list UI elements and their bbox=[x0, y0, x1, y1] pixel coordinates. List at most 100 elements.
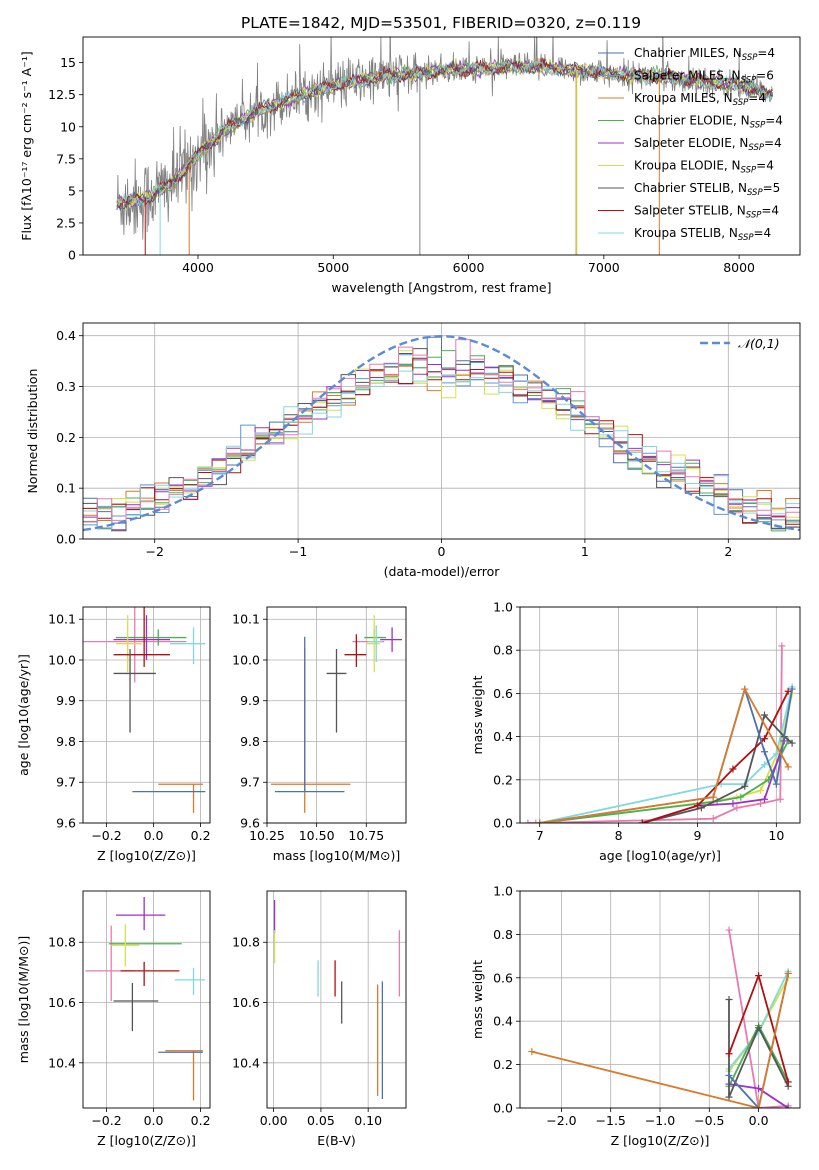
panel-weight-vs-Z: −2.0 −1.5 −1.0 −0.5 0.0 0.0 0.2 0.4 0.6 0.8 1.0 Z [… bbox=[470, 884, 801, 1148]
axes-frame bbox=[266, 890, 407, 1109]
y-tick-label: 0.0 bbox=[493, 1101, 513, 1116]
legend-entry: Chabrier ELODIE, NSSP=4 bbox=[634, 114, 783, 131]
mass-weight-marker bbox=[757, 787, 765, 795]
mass-weight-marker bbox=[788, 739, 796, 747]
y-tick-label: 0.4 bbox=[56, 328, 76, 343]
x-axis-label: age [log10(age/yr)] bbox=[599, 848, 721, 863]
mass-weight-marker bbox=[788, 685, 796, 693]
mass-weight-marker bbox=[536, 819, 544, 823]
legend-entry: Chabrier STELIB, NSSP=5 bbox=[634, 181, 780, 198]
error-bar-point bbox=[165, 1050, 203, 1101]
error-bar-point bbox=[274, 636, 345, 793]
y-axis-label: mass weight bbox=[470, 960, 485, 1039]
error-bar-point bbox=[326, 648, 347, 733]
axes-frame bbox=[266, 606, 407, 824]
y-tick-label: 10.8 bbox=[232, 935, 260, 950]
plot-area-residuals bbox=[83, 334, 800, 532]
y-tick-label: 2.5 bbox=[56, 215, 76, 230]
axes-frame bbox=[82, 36, 801, 256]
legend-entry: Salpeter ELODIE, NSSP=4 bbox=[634, 136, 782, 153]
y-tick-label: 0.2 bbox=[56, 430, 76, 445]
plot-area-age-vs-mass bbox=[270, 615, 403, 813]
error-bar-point bbox=[158, 783, 203, 813]
legend-entry: Salpeter STELIB, NSSP=4 bbox=[634, 204, 779, 221]
error-bar-point bbox=[368, 625, 383, 663]
axes-frame bbox=[82, 890, 211, 1109]
mass-weight-line bbox=[728, 929, 789, 1108]
error-bar-point bbox=[366, 615, 381, 673]
x-tick-label: 7 bbox=[536, 828, 544, 843]
x-tick-label: −2.0 bbox=[546, 1113, 576, 1128]
plot-area-spectrum bbox=[116, 37, 774, 255]
x-axis-label: wavelength [Angstrom, rest frame] bbox=[331, 280, 551, 295]
mass-weight-marker bbox=[784, 763, 792, 771]
mass-weight-marker bbox=[709, 815, 717, 823]
y-tick-label: 10 bbox=[60, 119, 76, 134]
y-tick-label: 9.8 bbox=[56, 734, 76, 749]
mass-weight-marker bbox=[741, 782, 749, 790]
y-tick-label: 15 bbox=[60, 55, 76, 70]
y-axis-label: mass weight bbox=[470, 675, 485, 754]
mass-weight-marker bbox=[638, 819, 646, 823]
error-bar-point bbox=[380, 627, 403, 652]
mass-weight-marker bbox=[755, 1104, 763, 1108]
panel-mass-vs-EBV: 0.00 0.05 0.10 10.4 10.6 10.8 E(B-V) bbox=[232, 890, 407, 1148]
mass-weight-marker bbox=[725, 996, 733, 1003]
y-tick-label: 10.1 bbox=[232, 612, 260, 627]
y-tick-label: 9.9 bbox=[56, 693, 76, 708]
mass-weight-marker bbox=[776, 795, 784, 803]
y-tick-label: 0.2 bbox=[493, 772, 513, 787]
mass-weight-marker bbox=[761, 748, 769, 756]
mass-weight-marker bbox=[528, 1048, 536, 1056]
mass-weight-marker bbox=[772, 780, 780, 788]
axes-frame bbox=[82, 322, 801, 540]
panel-residuals: −2 −1 0 1 2 0.0 0.1 0.2 0.3 0.4 𝒩(0,1) (data-model)… bbox=[25, 322, 801, 579]
x-tick-label: 10.25 bbox=[249, 828, 285, 843]
mass-weight-marker bbox=[755, 972, 763, 980]
y-tick-label: 10.4 bbox=[232, 1055, 260, 1070]
x-tick-label: 6000 bbox=[453, 260, 485, 275]
y-tick-label: 0.8 bbox=[493, 643, 513, 658]
mass-weight-line bbox=[539, 686, 789, 823]
model-spectrum-line bbox=[116, 59, 774, 207]
y-tick-label: 9.9 bbox=[240, 693, 260, 708]
x-tick-label: 0.0 bbox=[144, 1113, 164, 1128]
y-tick-label: 9.7 bbox=[56, 775, 76, 790]
mass-weight-marker bbox=[755, 1084, 763, 1092]
mass-weight-line bbox=[728, 999, 790, 1098]
axes-frame bbox=[82, 606, 211, 824]
error-bar-point bbox=[170, 627, 206, 665]
y-tick-label: 0.4 bbox=[493, 729, 513, 744]
mass-weight-marker bbox=[729, 800, 737, 808]
error-bar-point bbox=[111, 924, 140, 967]
mass-weight-marker bbox=[725, 1093, 733, 1101]
y-tick-label: 1.0 bbox=[493, 884, 513, 899]
y-tick-label: 0.6 bbox=[493, 970, 513, 985]
y-tick-label: 0 bbox=[68, 248, 76, 263]
y-tick-label: 0.0 bbox=[56, 532, 76, 547]
y-tick-label: 0.4 bbox=[493, 1014, 513, 1029]
error-bar-point bbox=[120, 961, 180, 986]
grid-mass-vs-EBV bbox=[267, 891, 406, 1108]
error-bar-point bbox=[174, 967, 206, 995]
panel-age-vs-mass: 10.25 10.50 10.75 9.6 9.7 9.8 9.9 10.0 10.1 mass … bbox=[232, 606, 407, 863]
y-tick-label: 0.1 bbox=[56, 481, 76, 496]
x-tick-label: 0.0 bbox=[749, 1113, 769, 1128]
mass-weight-line bbox=[539, 686, 793, 823]
x-axis-label: Z [log10(Z/Z⊙)] bbox=[97, 848, 196, 863]
mass-weight-marker bbox=[784, 1078, 792, 1086]
mass-weight-marker bbox=[709, 793, 717, 801]
mass-weight-marker bbox=[761, 795, 769, 803]
mass-weight-marker bbox=[761, 761, 769, 769]
x-tick-label: −1 bbox=[289, 544, 307, 559]
mass-weight-line bbox=[642, 740, 786, 823]
mass-weight-marker bbox=[784, 969, 792, 977]
legend-entry: Salpeter MILES, NSSP=6 bbox=[634, 69, 774, 86]
axes-frame bbox=[519, 606, 801, 824]
plot-area-mass-vs-Z bbox=[85, 897, 206, 1101]
mass-weight-marker bbox=[693, 802, 701, 810]
x-tick-label: −2 bbox=[145, 544, 163, 559]
panel-spectrum: 4000 5000 6000 7000 8000 0 2.5 5 7.5 10 12.5 15 wave… bbox=[19, 36, 801, 295]
x-axis-label: Z [log10(Z/Z⊙)] bbox=[97, 1133, 196, 1148]
plot-area-weight-vs-Z bbox=[528, 926, 792, 1108]
